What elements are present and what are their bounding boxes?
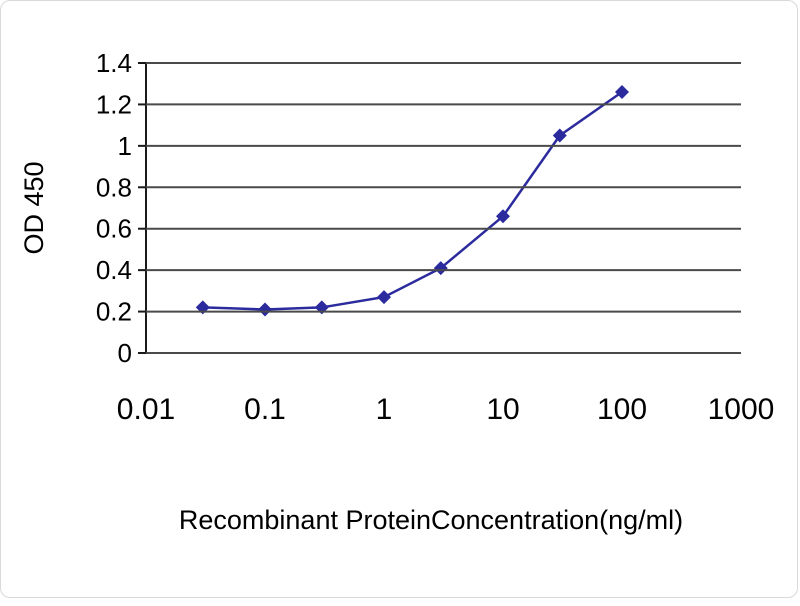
y-tick-label: 0.2 bbox=[96, 297, 132, 327]
y-tick-label: 1.4 bbox=[96, 48, 132, 78]
x-tick-label: 0.1 bbox=[244, 393, 286, 426]
axis-titles: OD 450 Recombinant ProteinConcentration(… bbox=[19, 161, 683, 535]
y-tick-label: 1 bbox=[118, 131, 132, 161]
x-tick-label: 1 bbox=[376, 393, 393, 426]
y-tick-label: 0.4 bbox=[96, 255, 132, 285]
series-line bbox=[202, 90, 623, 311]
x-tick-label: 10 bbox=[486, 393, 519, 426]
x-tick-label: 0.01 bbox=[117, 393, 175, 426]
y-axis-title: OD 450 bbox=[19, 161, 49, 254]
x-tick-label: 1000 bbox=[708, 393, 775, 426]
y-tick-label: 0 bbox=[118, 338, 132, 368]
x-axis-title: Recombinant ProteinConcentration(ng/ml) bbox=[179, 505, 683, 535]
y-tick-label: 1.2 bbox=[96, 89, 132, 119]
y-tick-label: 0.6 bbox=[96, 214, 132, 244]
y-tick-label: 0.8 bbox=[96, 172, 132, 202]
x-tick-label: 100 bbox=[597, 393, 647, 426]
